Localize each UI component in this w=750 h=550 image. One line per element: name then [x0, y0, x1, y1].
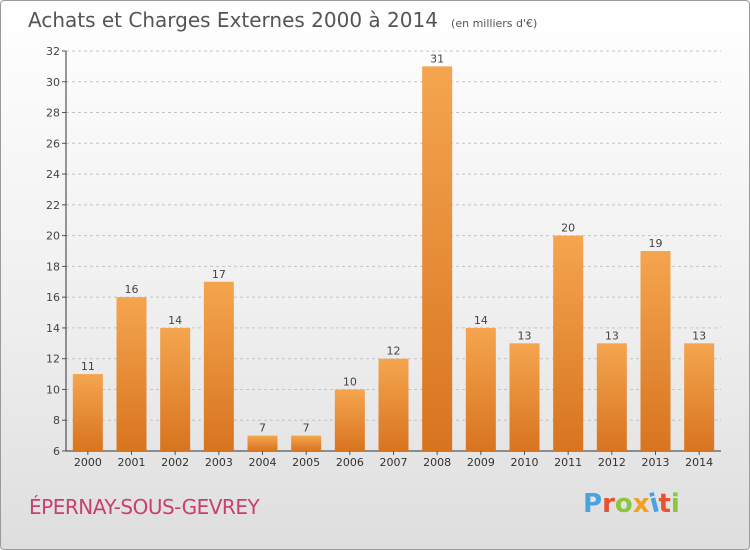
- data-label-2012: 13: [605, 329, 619, 342]
- bar-2000: [72, 374, 103, 451]
- bar-2001: [116, 297, 147, 451]
- bar-2014: [684, 343, 715, 451]
- data-label-2005: 7: [303, 422, 310, 435]
- x-tick-label-2012: 2012: [598, 456, 626, 469]
- y-tick-label: 8: [53, 414, 60, 427]
- x-tick-label-2000: 2000: [74, 456, 102, 469]
- x-tick-label-2004: 2004: [249, 456, 277, 469]
- chart-title-row: Achats et Charges Externes 2000 à 2014 (…: [28, 8, 537, 32]
- logo-letter: P: [583, 489, 603, 519]
- x-tick-label-2010: 2010: [511, 456, 539, 469]
- data-label-2000: 11: [81, 360, 95, 373]
- bar-2004: [247, 435, 278, 451]
- chart-unit: (en milliers d'€): [451, 17, 538, 30]
- y-tick-label: 32: [46, 45, 60, 58]
- x-tick-label-2005: 2005: [292, 456, 320, 469]
- y-tick-label: 14: [46, 322, 60, 335]
- data-label-2002: 14: [168, 314, 182, 327]
- y-tick-label: 16: [46, 291, 60, 304]
- bar-2008: [422, 66, 453, 451]
- bar-2012: [596, 343, 627, 451]
- bar-2013: [640, 251, 671, 451]
- y-tick-label: 26: [46, 137, 60, 150]
- x-tick-label-2007: 2007: [380, 456, 408, 469]
- y-tick-label: 18: [46, 260, 60, 273]
- x-tick-label-2008: 2008: [423, 456, 451, 469]
- x-tick-label-2014: 2014: [685, 456, 713, 469]
- bar-2002: [160, 327, 191, 451]
- y-tick-label: 30: [46, 76, 60, 89]
- bar-2009: [465, 327, 496, 451]
- bar-2010: [509, 343, 540, 451]
- y-tick-label: 28: [46, 107, 60, 120]
- data-label-2014: 13: [692, 329, 706, 342]
- chart-title: Achats et Charges Externes 2000 à 2014: [28, 8, 438, 32]
- data-label-2001: 16: [125, 283, 139, 296]
- x-tick-label-2013: 2013: [642, 456, 670, 469]
- proxiti-logo: Proxiti: [583, 488, 680, 519]
- logo-letter: x: [632, 489, 650, 519]
- data-label-2011: 20: [561, 222, 575, 235]
- bar-2006: [334, 389, 365, 451]
- data-label-2008: 31: [430, 52, 444, 65]
- bar-2003: [203, 281, 234, 451]
- x-tick-label-2006: 2006: [336, 456, 364, 469]
- bar-2007: [378, 358, 409, 451]
- x-tick-label-2003: 2003: [205, 456, 233, 469]
- data-label-2003: 17: [212, 268, 226, 281]
- data-label-2007: 12: [387, 345, 401, 358]
- y-tick-label: 10: [46, 383, 60, 396]
- data-label-2013: 19: [649, 237, 663, 250]
- y-tick-label: 24: [46, 168, 60, 181]
- data-label-2004: 7: [259, 422, 266, 435]
- x-tick-label-2001: 2001: [118, 456, 146, 469]
- logo-letter: i: [670, 489, 680, 519]
- y-tick-label: 12: [46, 353, 60, 366]
- data-label-2006: 10: [343, 375, 357, 388]
- bar-2011: [553, 235, 584, 451]
- x-tick-label-2002: 2002: [161, 456, 189, 469]
- y-tick-label: 22: [46, 199, 60, 212]
- data-label-2010: 13: [518, 329, 532, 342]
- data-label-2009: 14: [474, 314, 488, 327]
- logo-letter: t: [658, 489, 671, 519]
- bar-2005: [291, 435, 322, 451]
- y-tick-label: 20: [46, 230, 60, 243]
- town-name: ÉPERNAY-SOUS-GEVREY: [29, 495, 260, 519]
- x-tick-label-2009: 2009: [467, 456, 495, 469]
- logo-letter: o: [614, 489, 633, 519]
- y-tick-label: 6: [53, 445, 60, 458]
- x-tick-label-2011: 2011: [554, 456, 582, 469]
- logo-letter: r: [602, 489, 615, 519]
